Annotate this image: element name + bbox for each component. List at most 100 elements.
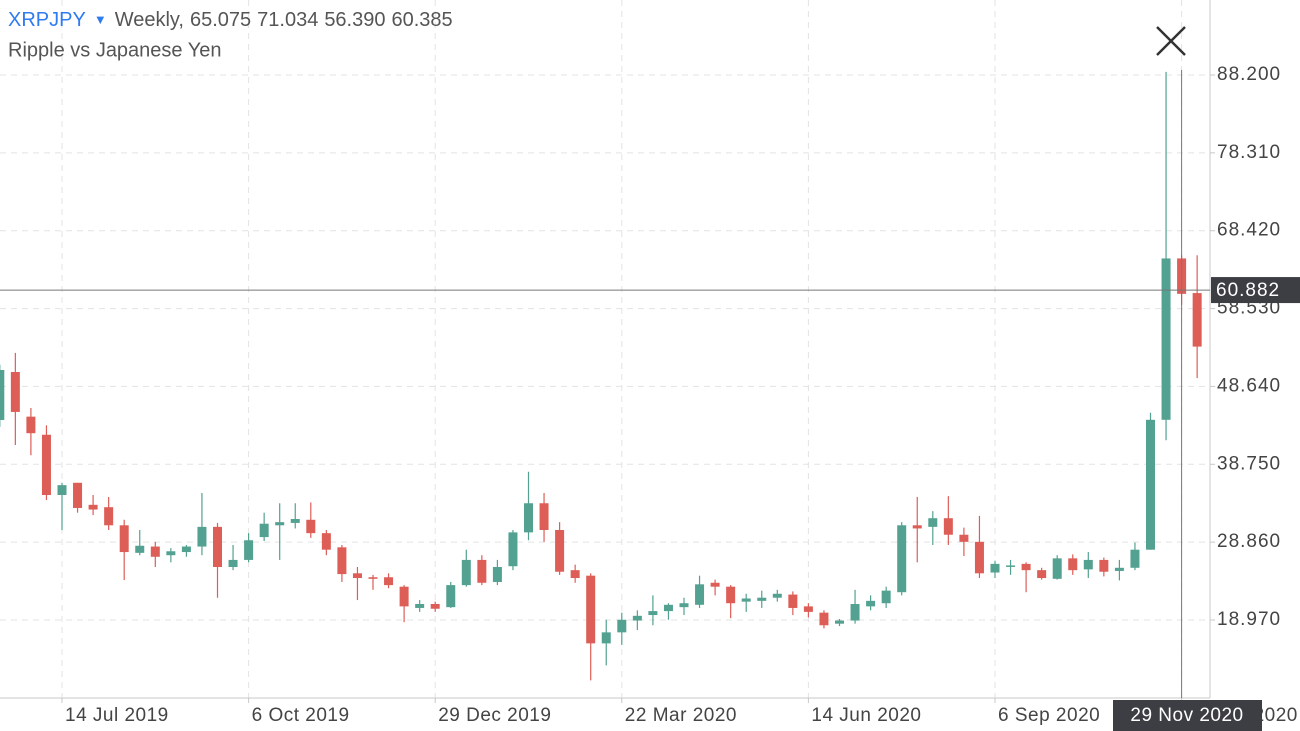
candle-body	[1052, 558, 1062, 579]
candle-body	[1161, 258, 1171, 420]
candle-body	[570, 570, 580, 579]
axis-labels: 18.97028.86038.75048.64058.53068.42078.3…	[61, 64, 1297, 726]
candle-body	[586, 575, 596, 644]
candle-body	[897, 525, 907, 593]
candle-body	[772, 593, 782, 598]
ohlc-low: 56.390	[324, 9, 385, 31]
candle-body	[1146, 419, 1155, 550]
candle-body	[73, 482, 83, 508]
candle-body	[539, 503, 549, 531]
candle-body	[695, 584, 705, 605]
candle-body	[928, 518, 938, 527]
candle-body	[1068, 558, 1078, 571]
candle-body	[119, 525, 129, 553]
candle-body	[648, 611, 658, 616]
y-tick-label: 38.750	[1217, 453, 1281, 474]
candle-body	[135, 545, 145, 553]
candle-body	[228, 559, 238, 568]
price-label: 60.882	[1216, 280, 1280, 301]
y-tick-label: 88.200	[1217, 64, 1281, 85]
candle-body	[197, 526, 207, 547]
candle-body	[726, 586, 736, 604]
candle-body	[446, 585, 456, 608]
candle-body	[1114, 567, 1124, 571]
ohlc-open: 65.075	[190, 9, 251, 31]
y-tick-label: 28.860	[1217, 531, 1281, 552]
candle-body	[508, 532, 518, 567]
period: Weekly,	[115, 9, 184, 31]
header-line: XRPJPY ▼ Weekly, 65.075 71.034 56.390 60.385	[8, 9, 453, 31]
candle-body	[524, 503, 533, 533]
candle-body	[912, 525, 922, 529]
ohlc-high: 71.034	[257, 9, 318, 31]
x-tick-label: 14 Jun 2020	[811, 705, 921, 726]
candle-body	[26, 416, 36, 434]
candle-body	[1099, 559, 1109, 572]
candle-body	[835, 620, 844, 624]
candle-body	[57, 485, 67, 495]
candle-body	[150, 546, 160, 557]
x-tick-label: 6 Oct 2019	[252, 705, 350, 726]
candle-body	[1130, 549, 1140, 568]
candle-body	[1006, 565, 1016, 567]
close-button[interactable]	[1156, 26, 1186, 56]
candle-body	[1083, 559, 1093, 570]
candle-body	[88, 504, 98, 510]
candle-body	[866, 600, 876, 607]
crosshair-date-label: 29 Nov 2020	[1130, 705, 1243, 726]
candle-body	[974, 541, 984, 574]
y-tick-label: 18.970	[1217, 609, 1281, 630]
candle-body	[881, 590, 891, 604]
candle-body	[788, 594, 798, 608]
candle-body	[1037, 570, 1047, 579]
candle-body	[601, 632, 611, 644]
candle-body	[10, 372, 20, 412]
candle-body	[803, 606, 813, 612]
x-tick-label: 22 Mar 2020	[625, 705, 737, 726]
candle-body	[384, 577, 394, 586]
y-tick-label: 78.310	[1217, 142, 1281, 163]
candle-body	[943, 518, 953, 535]
candle-body	[617, 619, 627, 633]
candle-body	[710, 582, 720, 587]
y-tick-label: 48.640	[1217, 375, 1281, 396]
candle-body	[430, 604, 440, 609]
crosshair-date-box	[1113, 700, 1262, 731]
candle-body	[337, 547, 347, 575]
x-tick-label: 6 Sep 2020	[998, 705, 1100, 726]
candle-body	[492, 567, 502, 582]
grid	[0, 0, 1210, 698]
candle-body	[290, 518, 300, 523]
plot-area	[0, 71, 1202, 681]
candle-body	[166, 551, 176, 556]
candle-body	[244, 540, 254, 560]
candle-body	[959, 534, 969, 542]
candle-body	[477, 559, 487, 583]
candle-body	[368, 577, 378, 579]
candle-body	[41, 434, 51, 495]
overlay: 60.882 29 Nov 2020	[0, 70, 1300, 731]
symbol-dropdown[interactable]: ▼	[94, 12, 107, 27]
candle-body	[399, 586, 409, 607]
candle-body	[679, 603, 689, 608]
ohlc-close: 60.385	[391, 9, 452, 31]
candle-body	[275, 522, 285, 526]
candle-body	[757, 597, 767, 601]
candle-body	[306, 519, 316, 534]
candle-body	[1192, 293, 1202, 347]
symbol[interactable]: XRPJPY	[8, 9, 86, 31]
subtitle: Ripple vs Japanese Yen	[8, 39, 222, 61]
candle-body	[213, 526, 222, 568]
candle-body	[0, 369, 5, 420]
candle-body	[415, 604, 425, 608]
y-tick-label: 68.420	[1217, 220, 1281, 241]
candle-body	[181, 546, 191, 553]
candle-body	[555, 530, 565, 572]
candle-body	[461, 559, 471, 586]
candle-body	[321, 533, 331, 550]
price-label-box	[1211, 277, 1300, 304]
x-tick-label: 29 Dec 2019	[438, 705, 551, 726]
candle-body	[850, 604, 860, 621]
